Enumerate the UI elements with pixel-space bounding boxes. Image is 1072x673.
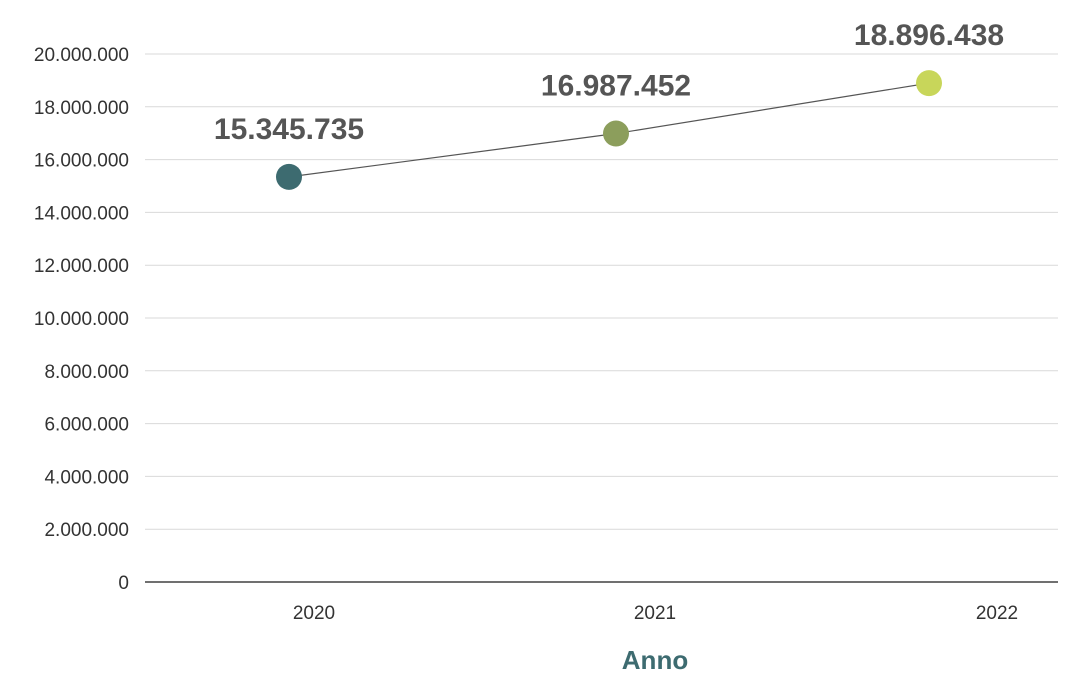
data-label: 15.345.735 xyxy=(214,113,364,146)
data-point xyxy=(603,120,629,147)
y-tick-label: 10.000.000 xyxy=(34,309,129,330)
y-tick-label: 18.000.000 xyxy=(34,98,129,119)
x-tick-label: 2020 xyxy=(293,603,335,624)
y-tick-label: 12.000.000 xyxy=(34,256,129,277)
x-axis-title: Anno xyxy=(622,645,688,673)
y-tick-label: 14.000.000 xyxy=(34,203,129,224)
y-tick-label: 6.000.000 xyxy=(44,415,129,436)
data-point xyxy=(916,70,942,97)
data-label: 16.987.452 xyxy=(541,70,691,103)
y-tick-label: 16.000.000 xyxy=(34,151,129,172)
y-tick-label: 20.000.000 xyxy=(34,45,129,66)
x-tick-label: 2022 xyxy=(976,603,1018,624)
y-tick-label: 8.000.000 xyxy=(44,362,129,383)
y-tick-label: 4.000.000 xyxy=(44,467,129,488)
data-label: 18.896.438 xyxy=(854,19,1004,52)
data-points xyxy=(276,70,942,190)
x-tick-label: 2021 xyxy=(634,603,676,624)
gridlines xyxy=(145,53,1058,530)
x-axis-tick-labels: 2020 2021 2022 xyxy=(293,603,1018,624)
y-axis-tick-labels: 0 2.000.000 4.000.000 6.000.000 8.000.000 10.… xyxy=(34,45,129,594)
data-point xyxy=(276,163,302,190)
data-labels: 15.345.735 16.987.452 18.896.438 xyxy=(214,19,1004,146)
y-tick-label: 2.000.000 xyxy=(44,520,129,541)
y-tick-label: 0 xyxy=(118,573,129,594)
